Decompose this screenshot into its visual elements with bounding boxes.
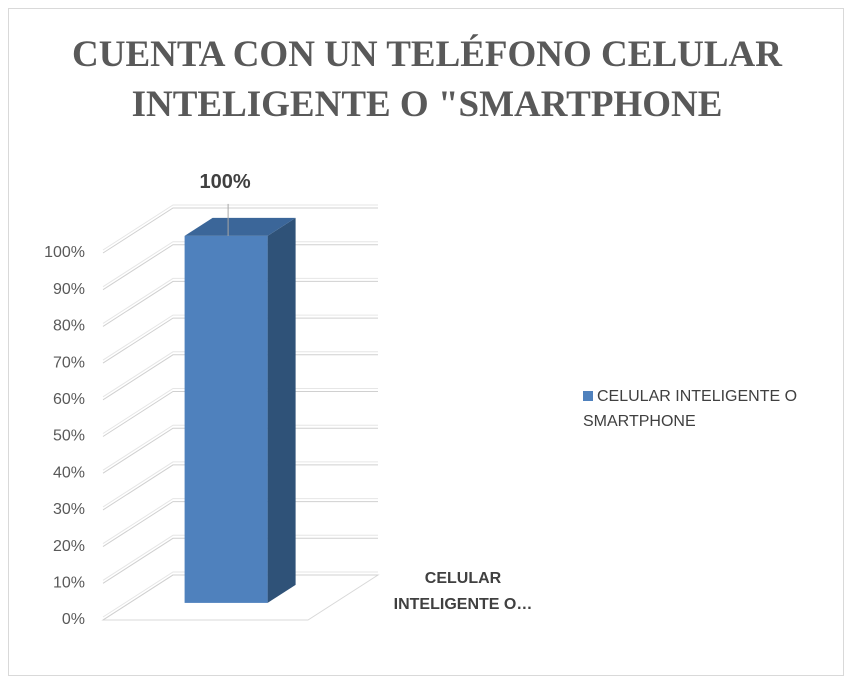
y-tick-label: 70% <box>53 354 85 371</box>
x-tick-label: CELULAR INTELIGENTE O… <box>393 570 533 613</box>
grid-line <box>102 207 378 254</box>
grid-line <box>102 354 378 401</box>
y-tick-label: 90% <box>53 281 85 298</box>
y-tick-label: 0% <box>62 611 85 628</box>
grid-line <box>102 351 378 398</box>
grid-line <box>102 537 378 584</box>
legend-label: CELULAR INTELIGENTE O SMARTPHONE <box>583 388 798 430</box>
chart-title: CUENTA CON UN TELÉFONO CELULAR INTELIGEN… <box>72 34 782 125</box>
bar <box>184 235 268 603</box>
chart-frame <box>8 8 844 676</box>
grid-line <box>102 280 378 327</box>
grid-line <box>102 244 378 291</box>
grid-line <box>102 534 378 581</box>
y-tick-label: 80% <box>53 318 85 335</box>
y-tick-label: 40% <box>53 464 85 481</box>
grid-line <box>102 317 378 364</box>
grid-line <box>102 464 378 511</box>
grid-line <box>102 571 378 618</box>
bar-side <box>267 217 296 603</box>
y-tick-label: 30% <box>53 501 85 518</box>
grid-line <box>102 388 378 434</box>
legend-swatch <box>583 391 593 401</box>
grid-line <box>102 204 378 251</box>
bar-top <box>184 217 296 236</box>
grid-line <box>102 391 378 437</box>
grid-line <box>102 241 378 288</box>
grid-line <box>102 461 378 508</box>
grid-line <box>102 427 378 474</box>
grid-line <box>102 424 378 471</box>
y-tick-label: 10% <box>53 575 85 592</box>
y-tick-label: 60% <box>53 391 85 408</box>
grid-line <box>102 277 378 324</box>
grid-line <box>102 501 378 548</box>
y-tick-label: 100% <box>44 244 85 261</box>
grid-line <box>102 498 378 545</box>
legend: CELULAR INTELIGENTE O SMARTPHONE <box>583 384 843 434</box>
y-tick-label: 20% <box>53 538 85 555</box>
grid-line <box>102 574 378 621</box>
grid-line <box>102 314 378 361</box>
y-tick-label: 50% <box>53 428 85 445</box>
data-label: 100% <box>200 171 251 193</box>
